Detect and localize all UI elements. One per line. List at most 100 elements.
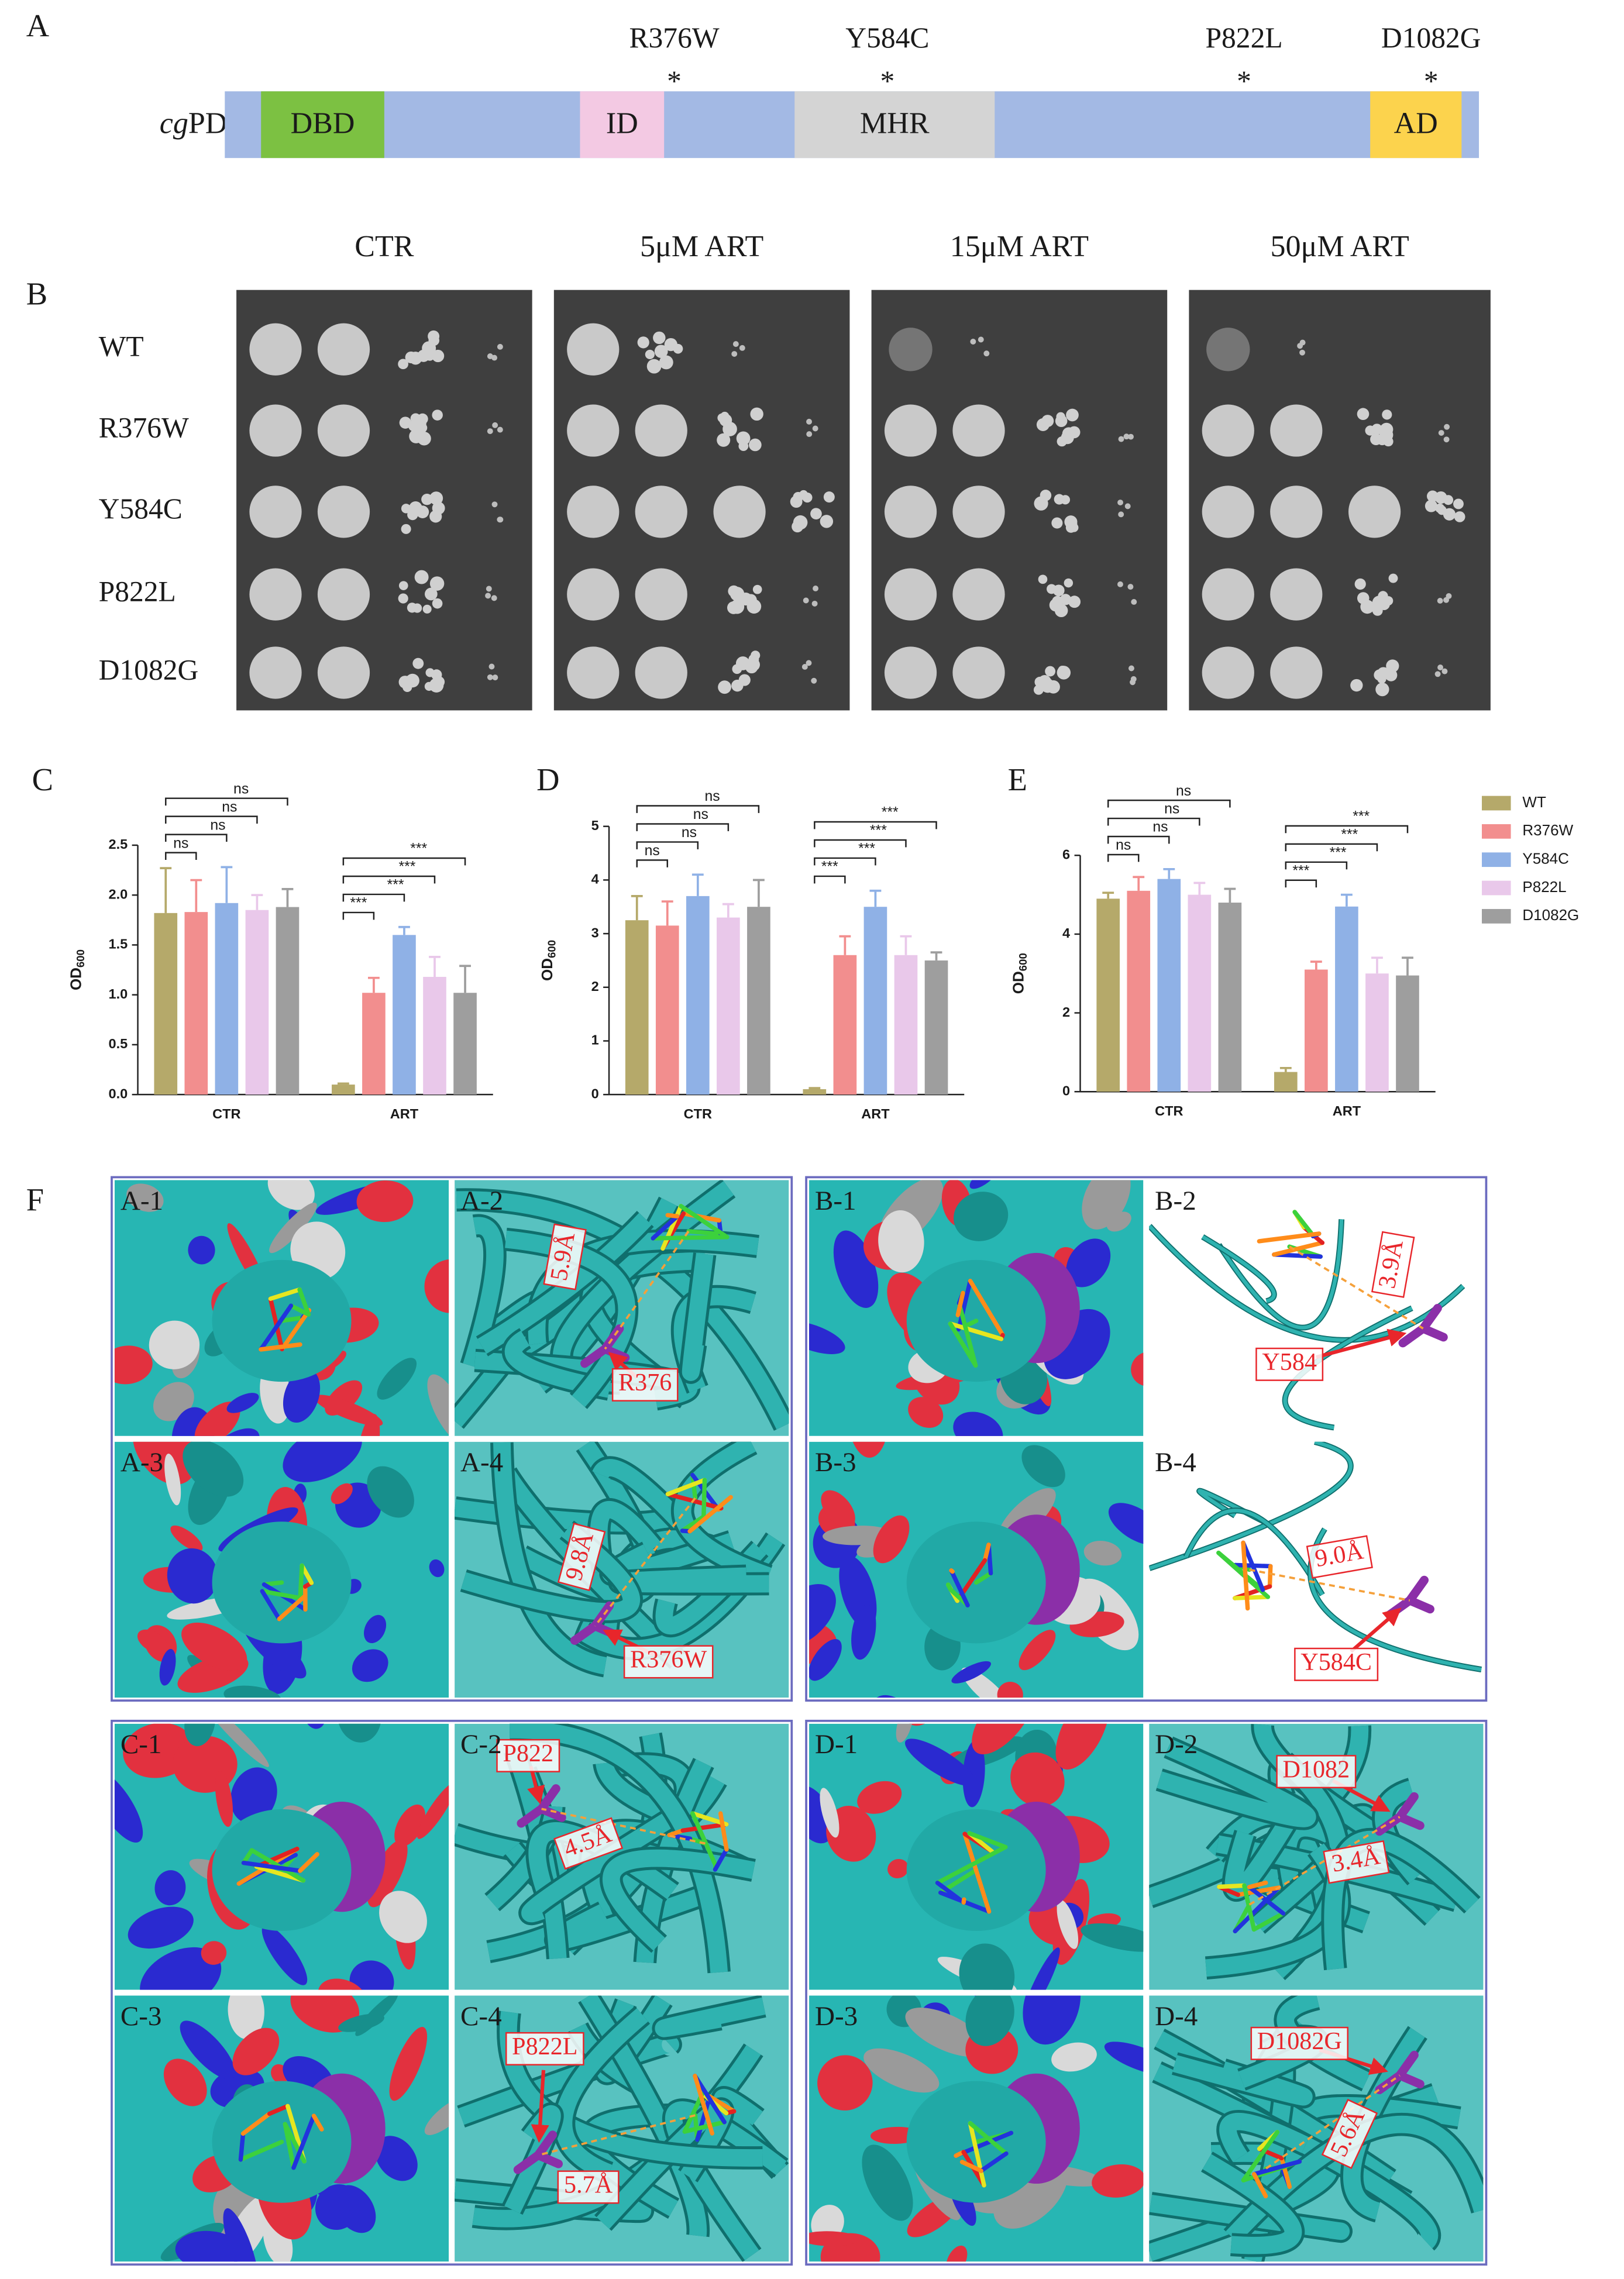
significance-label: *** [410, 841, 427, 857]
colony [487, 674, 493, 680]
colony [432, 598, 443, 609]
spot [249, 568, 302, 621]
significance-label: ns [645, 843, 660, 859]
error-bar [691, 873, 704, 896]
significance-label: ns [1176, 783, 1191, 799]
distance-line [1265, 2074, 1401, 2170]
structure-image [114, 1995, 449, 2262]
ligand-bond [1279, 2156, 1292, 2190]
error-bar [160, 867, 172, 913]
colony [487, 428, 493, 435]
x-tick-label: ART [390, 1106, 419, 1121]
colony [664, 338, 677, 352]
annotation-label: Y584C [1300, 1648, 1372, 1676]
bar [453, 993, 477, 1095]
colony [1375, 682, 1389, 697]
colony [488, 663, 495, 670]
ligand-bond [241, 1860, 302, 1873]
surface-patch [1108, 1503, 1144, 1545]
colony [1117, 500, 1124, 506]
spot [249, 486, 302, 538]
group-border [805, 1719, 1488, 2266]
cell-label: A-2 [460, 1186, 503, 1216]
group-border [111, 1176, 793, 1702]
structure-image [809, 1441, 1144, 1698]
error-bar [661, 900, 673, 926]
ligand-bond [686, 1229, 723, 1237]
legend-swatch [1482, 824, 1511, 839]
cell-label: B-3 [815, 1447, 856, 1478]
colony [820, 515, 834, 528]
surface-patch [318, 1978, 367, 1990]
surface-patch [349, 1960, 394, 1990]
surface-patch [128, 1906, 194, 1949]
structure-image [114, 1723, 449, 1990]
y-axis-label: OD600 [1009, 953, 1028, 994]
colony [486, 586, 492, 592]
significance-label: *** [858, 841, 875, 857]
significance-label: ns [173, 835, 188, 851]
spot [884, 486, 937, 538]
domain-label: AD [1394, 107, 1438, 140]
annotation-box [1250, 2026, 1348, 2060]
significance-label: ns [222, 799, 237, 815]
surface-patch [809, 2231, 859, 2246]
significance-bracket [165, 797, 288, 806]
spot [1270, 646, 1323, 699]
strain-label: Y584C [99, 493, 183, 525]
colony [492, 422, 498, 428]
y-tick-label: 4 [1062, 925, 1070, 941]
spot [1206, 328, 1250, 371]
error-bar [1163, 867, 1175, 879]
spot [249, 323, 302, 376]
colony [414, 570, 429, 584]
spot [317, 404, 370, 457]
surface-patch [375, 2136, 418, 2181]
ligand-bond [1217, 1883, 1247, 1889]
surface-patch [962, 1740, 985, 1808]
distance-line [604, 1230, 690, 1350]
colony [428, 330, 440, 342]
annotation-box [623, 1645, 714, 1679]
spot [317, 323, 370, 376]
colony [431, 669, 442, 680]
bar [863, 907, 887, 1095]
surface-patch [1019, 1630, 1056, 1671]
surface-patch [331, 1483, 353, 1505]
y-tick-label: 4 [591, 872, 599, 887]
panel-label: C [32, 762, 53, 797]
structure-image: 5.9Å R376 [455, 1180, 789, 1436]
y-tick-label: 0.5 [108, 1036, 128, 1051]
mutation-marker: * [880, 65, 894, 97]
surface-patch [314, 1395, 383, 1426]
ligand-bond [982, 1542, 991, 1563]
surface-patch [167, 1548, 218, 1604]
significance-label: *** [1341, 827, 1358, 843]
surface-patch [1104, 2042, 1144, 2076]
spot [884, 404, 937, 457]
surface-patch [194, 1402, 240, 1436]
annotation-label: D1082 [1283, 1755, 1350, 1783]
significance-bracket [1107, 799, 1231, 808]
ligand-bond [1241, 2130, 1280, 2182]
group-border [805, 1176, 1488, 1702]
ligand-bond [665, 1478, 707, 1496]
error-bar [1224, 887, 1236, 903]
ligand-bond [713, 1847, 729, 1872]
distance-line [541, 1808, 706, 1845]
surface-patch [857, 1781, 902, 1814]
error-bar [190, 879, 202, 913]
colony [812, 425, 818, 432]
surface-patch [862, 2144, 913, 2221]
colony [487, 353, 493, 359]
colony [1131, 598, 1137, 605]
spot [1348, 486, 1401, 538]
cell-label: D-4 [1155, 2001, 1198, 2032]
annotation-box [1321, 2098, 1378, 2170]
colony [1388, 573, 1398, 583]
surface-patch [355, 1995, 398, 2036]
colony [806, 418, 812, 425]
structure-image [809, 1995, 1144, 2262]
